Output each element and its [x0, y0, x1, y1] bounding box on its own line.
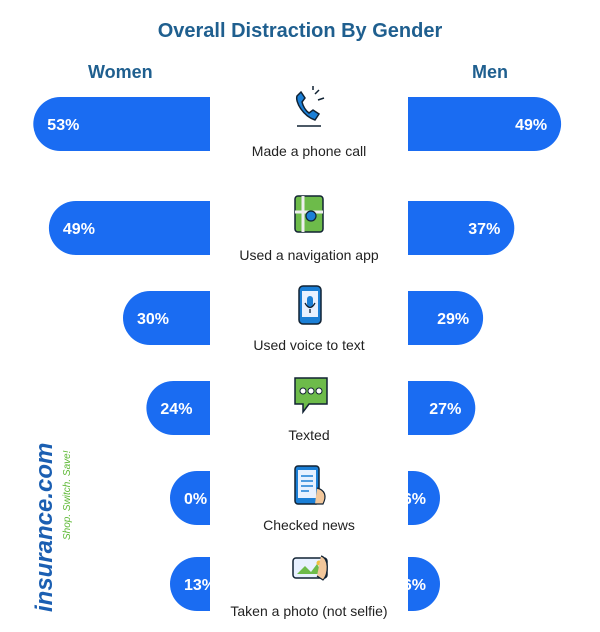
news-phone-icon — [294, 465, 326, 505]
men-value-label: 29% — [437, 311, 469, 328]
men-value-label: 37% — [468, 221, 500, 238]
men-value-label: 49% — [515, 117, 547, 134]
category-label: Used voice to text — [253, 337, 364, 353]
logo-tagline: Shop. Switch. Save! — [62, 450, 73, 540]
women-label: Women — [88, 62, 153, 82]
women-value-label: 49% — [63, 221, 95, 238]
category-label: Used a navigation app — [239, 247, 379, 263]
men-label: Men — [472, 62, 508, 82]
phone-call-icon — [295, 86, 325, 127]
category-label: Made a phone call — [252, 143, 366, 159]
photo-phone-icon — [292, 555, 328, 581]
chart-title: Overall Distraction By Gender — [157, 20, 443, 42]
insurance-logo: insurance.com Shop. Switch. Save! — [31, 443, 73, 612]
category-label: Texted — [288, 427, 329, 443]
men-bar — [360, 97, 562, 151]
women-value-label: 0% — [184, 491, 207, 508]
navigation-map-icon — [294, 195, 324, 233]
women-value-label: 30% — [137, 311, 169, 328]
logo-brand: insurance.com — [31, 443, 58, 612]
category-label: Taken a photo (not selfie) — [230, 603, 387, 619]
men-value-label: 27% — [429, 401, 461, 418]
text-message-icon — [294, 377, 328, 415]
category-label: Checked news — [263, 517, 355, 533]
women-bar — [48, 201, 251, 255]
category-panel — [210, 80, 408, 632]
voice-to-text-phone-icon — [298, 285, 322, 325]
women-value-label: 13% — [184, 577, 216, 594]
women-bar — [33, 97, 250, 151]
women-value-label: 53% — [47, 117, 79, 134]
women-value-label: 24% — [160, 401, 192, 418]
